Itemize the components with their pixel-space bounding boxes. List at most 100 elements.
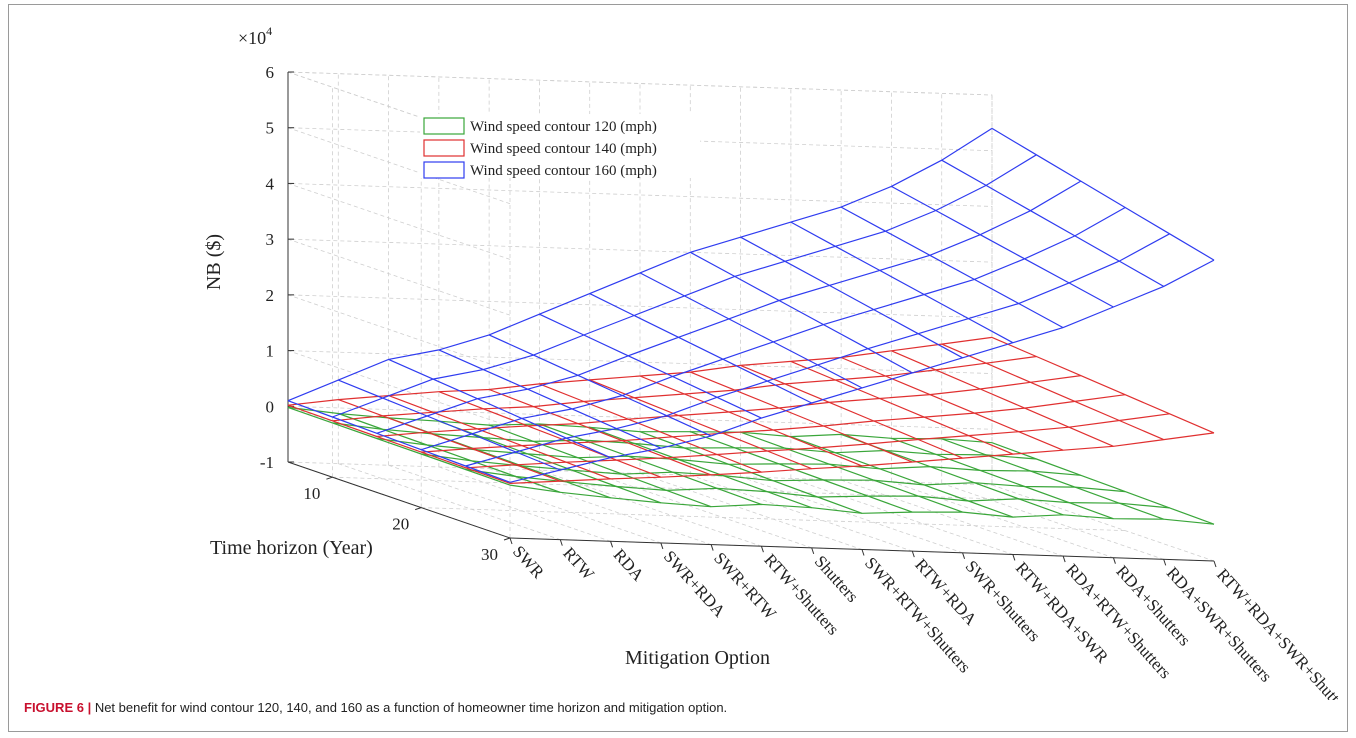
mesh-line bbox=[840, 206, 1064, 329]
x-axis-label: Mitigation Option bbox=[625, 647, 770, 669]
y-tick bbox=[415, 507, 422, 511]
mesh-line bbox=[539, 313, 762, 419]
mesh-line bbox=[438, 349, 662, 449]
z-tick-label: 1 bbox=[266, 342, 275, 361]
legend-label: Wind speed contour 160 (mph) bbox=[470, 163, 657, 179]
y-tick-labels: 10 20 30 bbox=[303, 484, 498, 564]
mesh-line bbox=[589, 426, 812, 509]
z-tick-label: -1 bbox=[260, 453, 274, 472]
mesh-line bbox=[790, 221, 1014, 344]
mesh-line bbox=[589, 293, 812, 404]
x-tick-label: RDA bbox=[610, 545, 649, 585]
z-multiplier: ×104 bbox=[238, 24, 272, 48]
x-tick bbox=[1012, 554, 1016, 561]
floor-grid-line bbox=[941, 482, 1164, 560]
y-axis-label: Time horizon (Year) bbox=[210, 537, 373, 559]
legend-swatch bbox=[423, 117, 465, 135]
z-tick-label: 6 bbox=[266, 63, 275, 82]
mesh-line bbox=[740, 431, 963, 513]
x-tick bbox=[811, 547, 815, 555]
x-tick bbox=[559, 539, 563, 546]
mesh-line bbox=[941, 159, 1164, 287]
floor-grid-line bbox=[740, 476, 963, 554]
mesh-line bbox=[287, 404, 511, 484]
mesh-line bbox=[376, 180, 1082, 434]
x-tick-label: SWR bbox=[509, 542, 548, 583]
x-tick bbox=[911, 550, 915, 558]
floor-grid-line bbox=[639, 473, 863, 550]
mesh-line bbox=[991, 127, 1215, 261]
mesh-line bbox=[438, 391, 662, 478]
mesh-line bbox=[740, 236, 963, 359]
z-tick-label: 3 bbox=[266, 230, 275, 249]
x-tick bbox=[710, 544, 714, 551]
z-tick-label: 4 bbox=[266, 174, 275, 193]
mesh-line bbox=[891, 437, 1114, 520]
y-tick-label: 30 bbox=[481, 545, 498, 564]
y-tick-label: 20 bbox=[392, 515, 409, 534]
x-tick-label: RTW bbox=[559, 544, 598, 585]
x-tick bbox=[861, 549, 865, 556]
mesh-line bbox=[740, 364, 963, 459]
mesh-line bbox=[840, 356, 1064, 451]
mesh-0 bbox=[287, 406, 1215, 525]
mesh-line bbox=[539, 423, 762, 505]
mesh-line bbox=[941, 438, 1164, 520]
mesh-line bbox=[388, 395, 611, 480]
mesh-line bbox=[790, 436, 1014, 518]
mesh-line bbox=[509, 259, 1215, 483]
mesh-line bbox=[690, 431, 913, 513]
floor-grid-line bbox=[338, 463, 561, 541]
legend-label: Wind speed contour 140 (mph) bbox=[470, 141, 657, 157]
figure-caption: FIGURE 6 | Net benefit for wind contour … bbox=[24, 700, 1334, 715]
mesh-1 bbox=[287, 336, 1215, 484]
mesh-line bbox=[421, 206, 1126, 451]
mesh-line bbox=[639, 272, 863, 389]
mesh-line bbox=[941, 343, 1164, 441]
x-tick bbox=[760, 546, 764, 553]
mesh-line bbox=[338, 379, 561, 471]
z-axis-label: NB ($) bbox=[203, 234, 225, 290]
mesh-line bbox=[332, 154, 1037, 418]
mesh-line bbox=[465, 468, 1170, 509]
floor-grid-line bbox=[332, 476, 1037, 501]
mesh-layer bbox=[287, 127, 1215, 525]
x-tick bbox=[1062, 555, 1066, 563]
mesh-line bbox=[376, 375, 1081, 438]
floor-grid-line bbox=[388, 464, 611, 542]
figure-label: FIGURE 6 | bbox=[24, 700, 92, 715]
mesh-line bbox=[488, 424, 712, 508]
legend-swatch bbox=[423, 161, 465, 179]
mesh-line bbox=[690, 251, 913, 374]
axes-layer bbox=[287, 71, 1217, 568]
y-tick bbox=[503, 537, 511, 541]
x-tick bbox=[509, 537, 513, 545]
mesh-line bbox=[488, 334, 712, 437]
y-tick-label: 10 bbox=[303, 484, 320, 503]
z-tick-label: 2 bbox=[266, 286, 275, 305]
z-tick-label: 5 bbox=[266, 119, 275, 138]
x-tick bbox=[610, 541, 614, 548]
legend-label: Wind speed contour 120 (mph) bbox=[470, 119, 657, 135]
mesh-line bbox=[991, 442, 1215, 525]
mesh-line bbox=[287, 406, 511, 486]
y-axis-line bbox=[287, 461, 511, 539]
mesh-line bbox=[891, 350, 1114, 447]
floor-grid-line bbox=[841, 479, 1064, 557]
mesh-line bbox=[589, 379, 812, 470]
x-tick-labels: SWR RTW RDA SWR+RDASWR+RTWRTW+ShuttersShutt… bbox=[509, 542, 1356, 700]
floor-grid-line bbox=[589, 471, 812, 549]
y-tick bbox=[326, 476, 333, 480]
mesh-line bbox=[891, 185, 1114, 308]
mesh-line bbox=[421, 453, 1126, 493]
x-tick bbox=[1213, 560, 1217, 568]
z-tick-labels: 6 5 4 3 2 1 0 -1 bbox=[260, 63, 275, 472]
mesh-2 bbox=[287, 127, 1215, 483]
x-tick bbox=[1112, 557, 1116, 564]
mesh-line bbox=[790, 360, 1014, 455]
x-tick bbox=[962, 552, 966, 559]
mesh-line bbox=[991, 336, 1215, 434]
legend: Wind speed contour 120 (mph) Wind speed c… bbox=[420, 114, 700, 179]
mesh-line bbox=[690, 371, 913, 463]
